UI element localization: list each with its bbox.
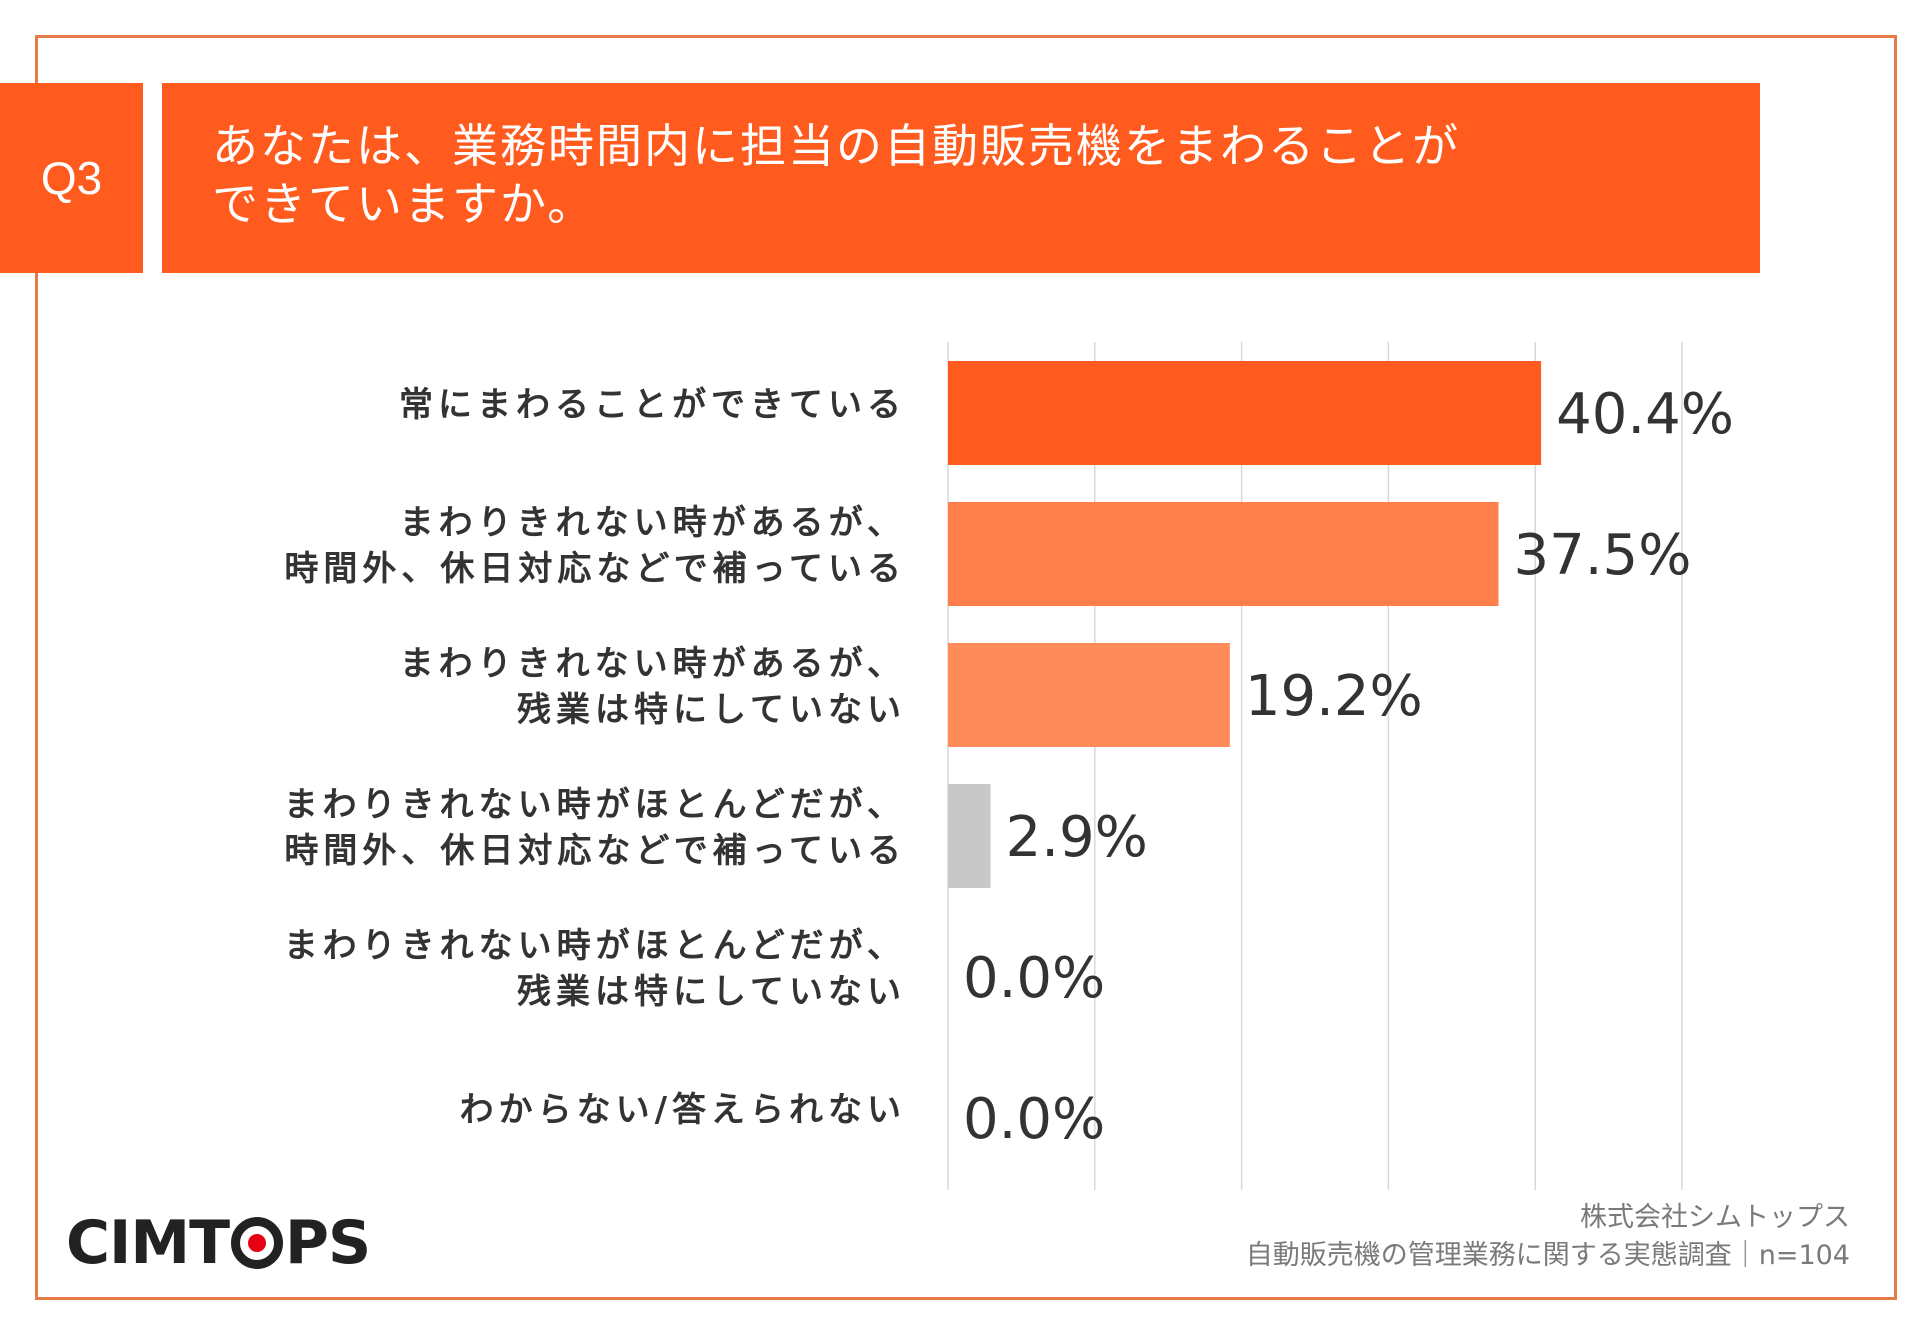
category-label-3-line-0: まわりきれない時がほとんどだが、 bbox=[283, 785, 906, 825]
category-label-4-line-0: まわりきれない時がほとんどだが、 bbox=[283, 926, 906, 966]
category-label-3: まわりきれない時がほとんどだが、 時間外、休日対応などで補っている bbox=[284, 782, 906, 874]
logo-text-end: PS bbox=[285, 1208, 371, 1278]
category-label-2-line-0: まわりきれない時があるが、 bbox=[399, 644, 906, 684]
question-title-line-1: あなたは、業務時間内に担当の自動販売機をまわることが bbox=[212, 119, 1460, 173]
category-label-4: まわりきれない時がほとんどだが、残業は特にしていない bbox=[284, 923, 906, 1015]
logo-text-start: CIMT bbox=[66, 1208, 230, 1278]
question-number: Q3 bbox=[0, 83, 143, 273]
category-label-0-line-0: 常にまわることができている bbox=[399, 385, 906, 425]
category-label-1-line-0: まわりきれない時があるが、 bbox=[399, 503, 906, 543]
value-label-4: 0.0% bbox=[963, 946, 1105, 1011]
frame-border bbox=[35, 35, 1897, 1300]
value-label-0: 40.4% bbox=[1556, 382, 1734, 447]
bar-1 bbox=[948, 502, 1499, 606]
category-label-2-line-1: 残業は特にしていない bbox=[517, 690, 906, 730]
bar-3 bbox=[948, 784, 991, 888]
question-title-line-2: できていますか。 bbox=[212, 177, 596, 231]
footer-survey: 自動販売機の管理業務に関する実態調査｜n=104 bbox=[1245, 1240, 1850, 1271]
question-title: あなたは、業務時間内に担当の自動販売機をまわることが できていますか。 bbox=[162, 83, 1760, 273]
category-label-1: まわりきれない時があるが、時間外、休日対応などで補っている bbox=[284, 500, 906, 592]
category-label-4-line-1: 残業は特にしていない bbox=[517, 972, 906, 1012]
bar-0 bbox=[948, 361, 1542, 465]
category-label-1-line-1: 時間外、休日対応などで補っている bbox=[284, 549, 906, 589]
category-label-3-line-1: 時間外、休日対応などで補っている bbox=[284, 831, 906, 871]
value-label-2: 19.2% bbox=[1245, 664, 1423, 729]
category-label-5-line-0: わからない/答えられない bbox=[459, 1090, 906, 1130]
value-label-3: 2.9% bbox=[1006, 805, 1148, 870]
bar-2 bbox=[948, 643, 1230, 747]
category-label-2: まわりきれない時があるが、残業は特にしていない bbox=[400, 641, 906, 733]
cimtops-logo: CIMT PS bbox=[66, 1208, 371, 1278]
value-label-1: 37.5% bbox=[1514, 523, 1692, 588]
value-label-5: 0.0% bbox=[963, 1087, 1105, 1152]
footer-company: 株式会社シムトップス bbox=[1580, 1202, 1850, 1233]
logo-o-mark bbox=[231, 1217, 283, 1269]
category-label-5: わからない/答えられない bbox=[460, 1087, 906, 1133]
category-label-0: 常にまわることができている bbox=[399, 382, 906, 428]
